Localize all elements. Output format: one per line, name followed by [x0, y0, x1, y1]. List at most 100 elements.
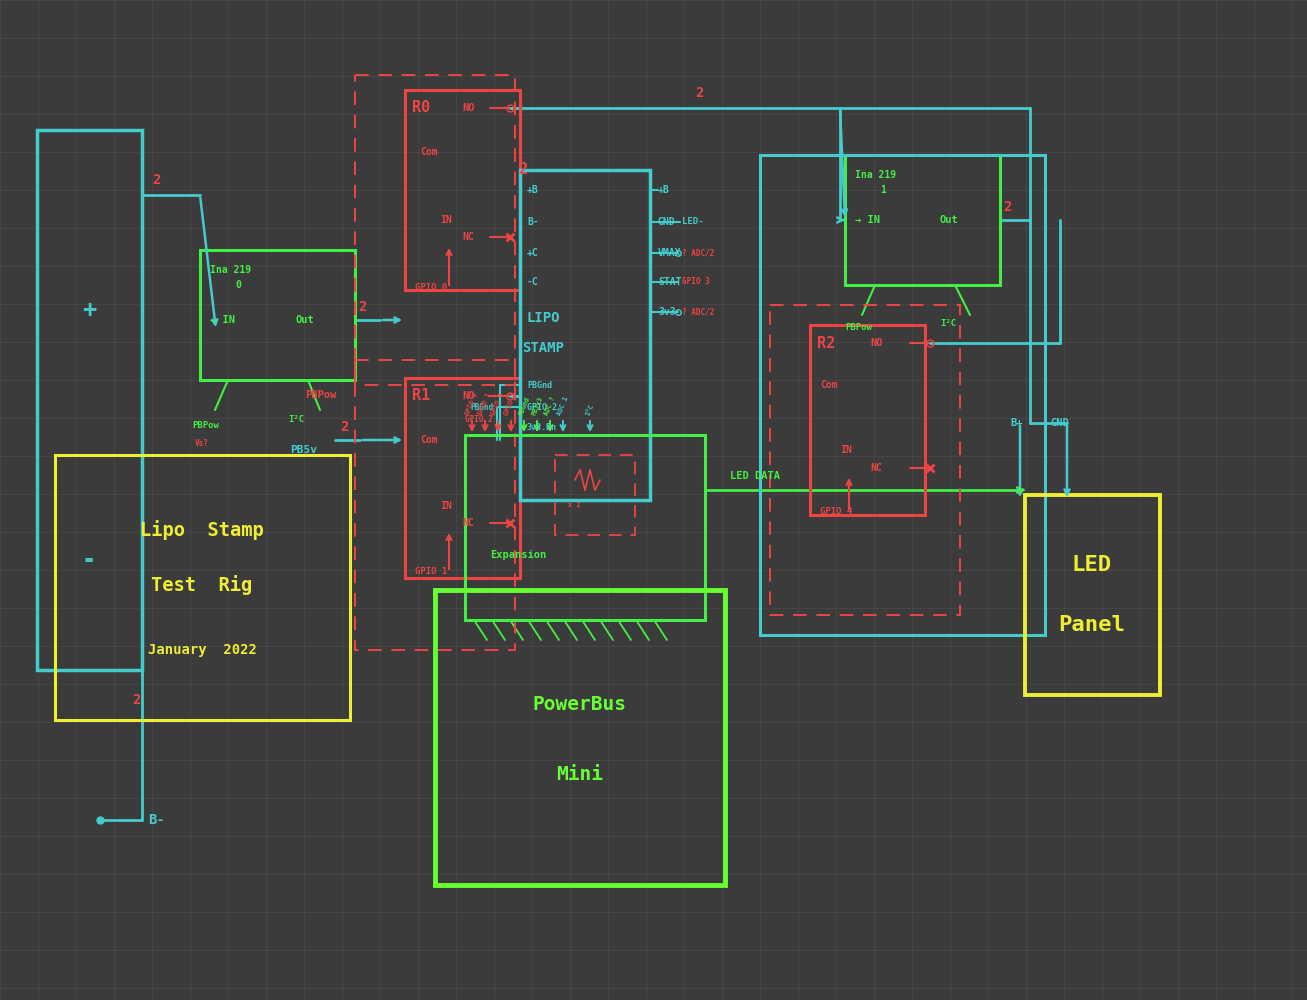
Text: PB3v3: PB3v3 — [531, 395, 544, 416]
Text: NO: NO — [870, 338, 882, 348]
Text: NO: NO — [461, 103, 474, 113]
Bar — [846, 155, 1000, 285]
Text: GPIO 2: GPIO 2 — [527, 402, 557, 412]
Text: Com: Com — [420, 435, 438, 445]
Text: B+: B+ — [1010, 418, 1022, 428]
Text: PBGnd: PBGnd — [527, 380, 552, 389]
Text: GPIO 1: GPIO 1 — [416, 568, 447, 576]
Text: ADC 1: ADC 1 — [557, 395, 570, 416]
Bar — [55, 455, 350, 720]
Text: Ina 219: Ina 219 — [855, 170, 897, 180]
Bar — [37, 130, 142, 670]
Text: Com: Com — [420, 147, 438, 157]
Bar — [555, 455, 635, 535]
Text: PBPow: PBPow — [846, 324, 872, 332]
Text: -C: -C — [527, 277, 538, 287]
Text: ADC ?: ADC ? — [544, 395, 557, 416]
Text: -: - — [82, 548, 97, 572]
Text: GPIO 4: GPIO 4 — [490, 391, 506, 416]
Text: I²C: I²C — [940, 318, 957, 328]
Text: 2: 2 — [518, 162, 527, 178]
Text: +B: +B — [527, 185, 538, 195]
Text: Mini: Mini — [557, 766, 604, 784]
Text: 2: 2 — [695, 86, 703, 100]
Text: Ina 219: Ina 219 — [210, 265, 251, 275]
Text: PowerBus: PowerBus — [533, 696, 627, 714]
Text: GPIO 1: GPIO 1 — [478, 391, 493, 416]
Text: STAMP: STAMP — [521, 341, 563, 355]
Text: GPIO 0: GPIO 0 — [465, 391, 480, 416]
Text: GPIO 2: GPIO 2 — [503, 391, 519, 416]
Text: GND: GND — [1050, 418, 1069, 428]
Text: NO: NO — [461, 391, 474, 401]
Bar — [1025, 495, 1161, 695]
Text: LED-: LED- — [682, 218, 703, 227]
Text: Com: Com — [819, 380, 838, 390]
Text: Lipo  Stamp: Lipo Stamp — [140, 520, 264, 540]
Text: GPIO 4: GPIO 4 — [819, 508, 852, 516]
Bar — [520, 170, 650, 500]
Text: R1: R1 — [412, 388, 430, 403]
Text: 2: 2 — [132, 693, 140, 707]
Text: Panel: Panel — [1059, 615, 1125, 635]
Bar — [770, 305, 961, 615]
Text: IN: IN — [840, 445, 852, 455]
Text: ? ADC/2: ? ADC/2 — [682, 248, 715, 257]
Bar — [405, 90, 520, 290]
Text: NC: NC — [461, 518, 473, 528]
Text: STAT: STAT — [657, 277, 681, 287]
Text: PBPow: PBPow — [305, 390, 336, 400]
Text: IN: IN — [440, 215, 452, 225]
Bar — [810, 325, 925, 515]
Text: I²C: I²C — [586, 403, 595, 416]
Text: 3v3.En: 3v3.En — [527, 424, 557, 432]
Text: LED: LED — [1072, 555, 1112, 575]
Text: 1: 1 — [880, 185, 886, 195]
Text: ? ADC/2: ? ADC/2 — [682, 308, 715, 316]
Text: Out: Out — [940, 215, 959, 225]
Text: PB5v: PB5v — [290, 445, 318, 455]
Text: 2: 2 — [340, 420, 349, 434]
Text: VMAX: VMAX — [657, 248, 681, 258]
Text: 3v3: 3v3 — [657, 307, 676, 317]
Text: PBGnd: PBGnd — [518, 395, 531, 416]
Bar — [405, 378, 520, 578]
Text: +: + — [82, 298, 97, 322]
Text: I²C: I²C — [288, 416, 305, 424]
Text: January  2022: January 2022 — [148, 643, 256, 657]
Text: Test  Rig: Test Rig — [152, 575, 252, 595]
Text: GND: GND — [657, 217, 676, 227]
Text: PBGnd: PBGnd — [471, 402, 493, 412]
Bar — [356, 360, 515, 650]
Text: 2: 2 — [152, 173, 161, 187]
Text: +B: +B — [657, 185, 669, 195]
Bar — [435, 590, 725, 885]
Text: LED DATA: LED DATA — [731, 471, 780, 481]
Bar — [465, 435, 704, 620]
Text: 2: 2 — [1002, 200, 1012, 214]
Text: Vs?: Vs? — [195, 438, 209, 448]
Text: B-: B- — [148, 813, 165, 827]
Text: NC: NC — [461, 232, 473, 242]
Text: → IN: → IN — [210, 315, 235, 325]
Text: Expansion: Expansion — [490, 550, 546, 560]
Text: LIPO: LIPO — [527, 311, 561, 325]
Text: GPIO 2: GPIO 2 — [465, 416, 493, 424]
Text: 2: 2 — [358, 300, 366, 314]
Text: PBPow: PBPow — [192, 420, 218, 430]
Text: +C: +C — [527, 248, 538, 258]
Text: NC: NC — [870, 463, 882, 473]
Text: B-: B- — [527, 217, 538, 227]
Text: Out: Out — [295, 315, 314, 325]
Bar — [759, 155, 1046, 635]
Text: → IN: → IN — [855, 215, 880, 225]
Text: IN: IN — [440, 501, 452, 511]
Text: x 2: x 2 — [569, 502, 580, 508]
Text: R0: R0 — [412, 101, 430, 115]
Text: R2: R2 — [817, 336, 835, 351]
Bar — [356, 75, 515, 385]
Text: GPIO 3: GPIO 3 — [682, 277, 710, 286]
Text: 0: 0 — [235, 280, 240, 290]
Text: GPIO 0: GPIO 0 — [416, 284, 447, 292]
Bar — [200, 250, 356, 380]
